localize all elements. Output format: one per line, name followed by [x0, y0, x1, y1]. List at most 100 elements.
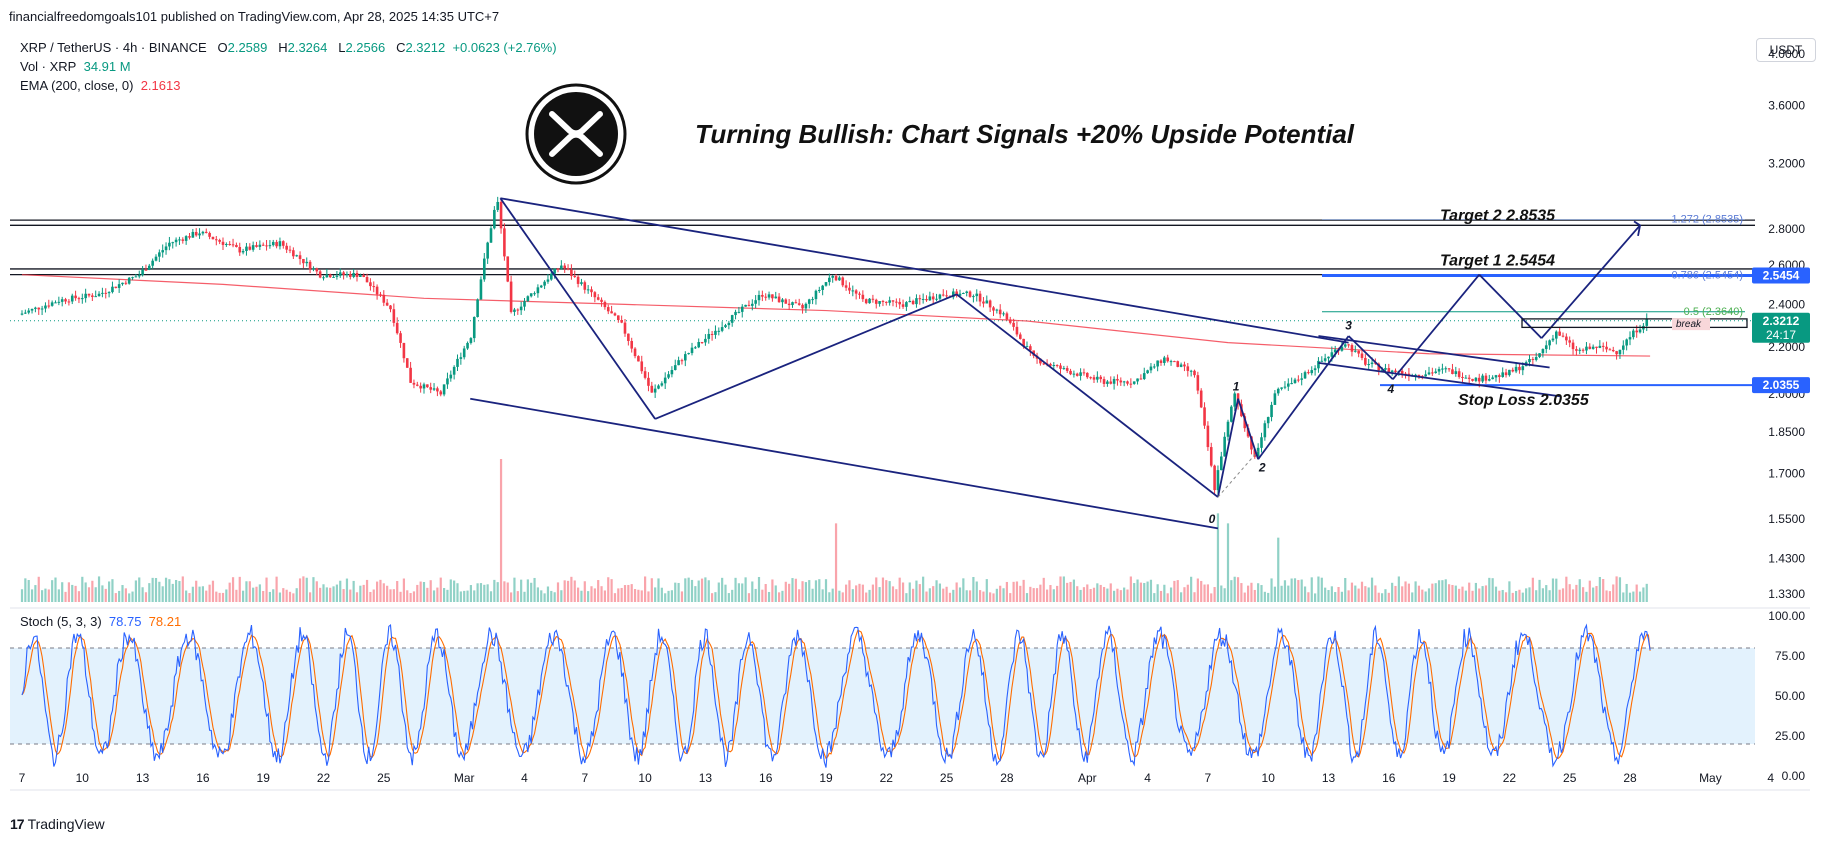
volume-bar: [1307, 592, 1310, 602]
candle-body: [1012, 322, 1015, 327]
volume-bar: [1568, 584, 1571, 602]
volume-bar: [885, 580, 888, 602]
volume-bar: [918, 584, 921, 602]
candle-body: [104, 292, 108, 294]
candle-body: [1169, 361, 1173, 363]
candle-body: [148, 265, 151, 270]
volume-bar: [660, 587, 663, 602]
stoch-title: Stoch (5, 3, 3): [20, 614, 102, 629]
candle-body: [1558, 331, 1561, 336]
time-tick-label: 13: [1322, 771, 1336, 785]
candle-body: [814, 290, 818, 300]
candle-body: [526, 296, 530, 302]
volume-bar: [432, 590, 436, 602]
volume-bar: [731, 589, 734, 602]
volume-bar: [1628, 592, 1632, 602]
close-label: C: [396, 40, 406, 55]
volume-bar: [895, 589, 898, 602]
volume-bar: [1518, 589, 1521, 602]
volume-bar: [335, 584, 338, 602]
volume-bar: [1149, 579, 1153, 602]
volume-bar: [1163, 584, 1166, 602]
candle-body: [231, 244, 235, 246]
candle-body: [1243, 416, 1247, 429]
volume-bar: [272, 589, 275, 602]
volume-bar: [295, 588, 298, 602]
volume-bar: [690, 579, 694, 602]
volume-bar: [124, 588, 127, 602]
candle-body: [888, 300, 891, 303]
candle-body: [1531, 359, 1535, 361]
volume-bar: [285, 589, 288, 602]
candle-body: [791, 302, 794, 306]
volume-bar: [506, 582, 509, 602]
volume-bar: [1240, 583, 1243, 602]
volume-bar: [97, 576, 101, 602]
volume-bar: [848, 580, 851, 602]
volume-bar: [1491, 578, 1494, 602]
candle-body: [968, 291, 972, 297]
candle-body: [1434, 371, 1437, 373]
volume-bar: [312, 577, 315, 602]
volume-bar: [1515, 590, 1518, 602]
volume-bar: [724, 584, 727, 602]
time-tick-label: 22: [317, 771, 331, 785]
stoch-legend[interactable]: Stoch (5, 3, 3) 78.75 78.21: [20, 614, 181, 629]
volume-bar: [416, 584, 419, 602]
volume-bar: [1437, 580, 1441, 602]
volume-bar: [245, 581, 248, 602]
volume-bar: [992, 593, 995, 602]
volume-bar: [865, 592, 868, 602]
footer-brand[interactable]: 17 TradingView: [10, 816, 105, 832]
candle-body: [1276, 388, 1280, 394]
ema-row[interactable]: EMA (200, close, 0) 2.1613: [20, 76, 557, 95]
candle-body: [704, 338, 707, 343]
horizontal-levels[interactable]: [10, 219, 1755, 387]
volume-row[interactable]: Vol · XRP 34.91 M: [20, 57, 557, 76]
candle-body: [499, 201, 503, 229]
candle-body: [1293, 379, 1297, 384]
volume-bar: [386, 585, 389, 602]
volume-bar: [443, 588, 446, 602]
candle-body: [379, 294, 382, 296]
volume-bar: [938, 583, 941, 602]
volume-bar: [94, 587, 97, 602]
candle-body: [1561, 335, 1565, 337]
candle-body: [794, 302, 798, 304]
candle-body: [87, 293, 91, 296]
candle-body: [570, 269, 573, 276]
volume-bar: [566, 580, 570, 602]
volume-bar: [218, 592, 221, 602]
volume-bar: [1116, 588, 1119, 602]
candle-body: [730, 315, 734, 323]
volume-bar: [888, 581, 891, 602]
candle-body: [1364, 357, 1367, 365]
candle-body: [218, 239, 221, 242]
volume-bar: [248, 581, 251, 602]
drawings[interactable]: 0 1 2 3 4 Target 2 2.8535 Target 1 2.5454 Stop …: [470, 197, 1748, 530]
candle-body: [1072, 373, 1076, 375]
candle-body: [1052, 365, 1056, 367]
currency-button[interactable]: USDT: [1756, 38, 1816, 62]
price-tick-label: 2.8000: [1768, 222, 1805, 236]
volume-bar: [121, 585, 124, 602]
candle-body: [1075, 373, 1079, 376]
volume-bar: [530, 582, 533, 602]
candle-body: [747, 304, 751, 306]
symbol-label[interactable]: XRP / TetherUS · 4h · BINANCE: [20, 40, 207, 55]
volume-bar: [721, 577, 724, 602]
candle-body: [1608, 349, 1612, 351]
volume-bar: [215, 591, 218, 602]
volume-bar: [824, 579, 828, 602]
candle-body: [643, 371, 647, 378]
time-tick-label: 19: [257, 771, 271, 785]
candle-body: [1109, 381, 1113, 384]
break-label: break: [1676, 319, 1702, 330]
candle-body: [637, 356, 640, 362]
volume-bar: [1585, 591, 1588, 602]
candle-body: [1213, 465, 1216, 491]
volume-bar: [1129, 576, 1132, 602]
candle-body: [1551, 338, 1555, 341]
candle-body: [1585, 346, 1588, 351]
